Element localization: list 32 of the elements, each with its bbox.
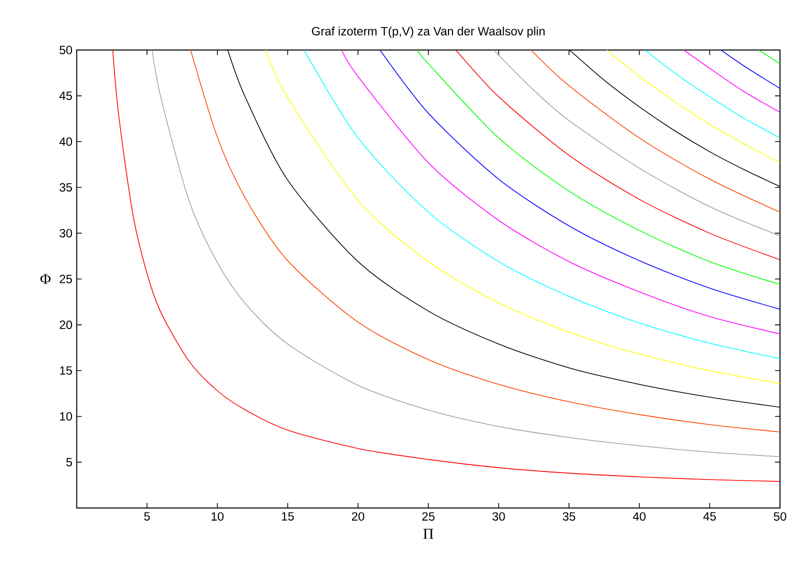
y-tick-label: 40 bbox=[59, 137, 72, 146]
y-tick-label: 5 bbox=[66, 458, 72, 466]
line-series bbox=[380, 50, 780, 310]
line-series bbox=[644, 50, 780, 138]
y-tick-label: 20 bbox=[60, 320, 72, 330]
line-series bbox=[341, 50, 780, 334]
x-tick-label: 40 bbox=[632, 512, 646, 521]
y-tick-label: 50 bbox=[60, 46, 72, 54]
y-tick-label: 35 bbox=[60, 183, 72, 192]
x-tick-label: 35 bbox=[562, 512, 576, 521]
x-tick-label: 50 bbox=[774, 512, 786, 521]
chart-title: Graf izoterm T(p,V) za Van der Waalsov plin bbox=[312, 26, 545, 38]
x-tick-label: 15 bbox=[282, 512, 294, 521]
line-series bbox=[456, 50, 780, 260]
line-series bbox=[417, 50, 780, 285]
y-axis-title: Φ bbox=[40, 274, 51, 284]
line-series bbox=[493, 50, 780, 236]
line-series bbox=[606, 50, 780, 164]
y-tick-label: 25 bbox=[60, 274, 72, 284]
line-series bbox=[683, 50, 780, 113]
line-series bbox=[530, 50, 780, 213]
y-tick-label: 45 bbox=[59, 92, 72, 100]
x-tick-label: 30 bbox=[492, 512, 505, 521]
y-tick-label: 30 bbox=[60, 228, 72, 238]
x-tick-label: 5 bbox=[144, 512, 150, 521]
x-axis-title: Π bbox=[423, 528, 434, 539]
y-tick-label: 15 bbox=[60, 366, 72, 375]
x-tick-label: 25 bbox=[422, 512, 435, 521]
y-tick-label: 10 bbox=[60, 412, 72, 421]
x-tick-label: 20 bbox=[352, 512, 364, 521]
x-tick-label: 10 bbox=[212, 512, 224, 521]
x-tick-label: 45 bbox=[703, 512, 716, 521]
